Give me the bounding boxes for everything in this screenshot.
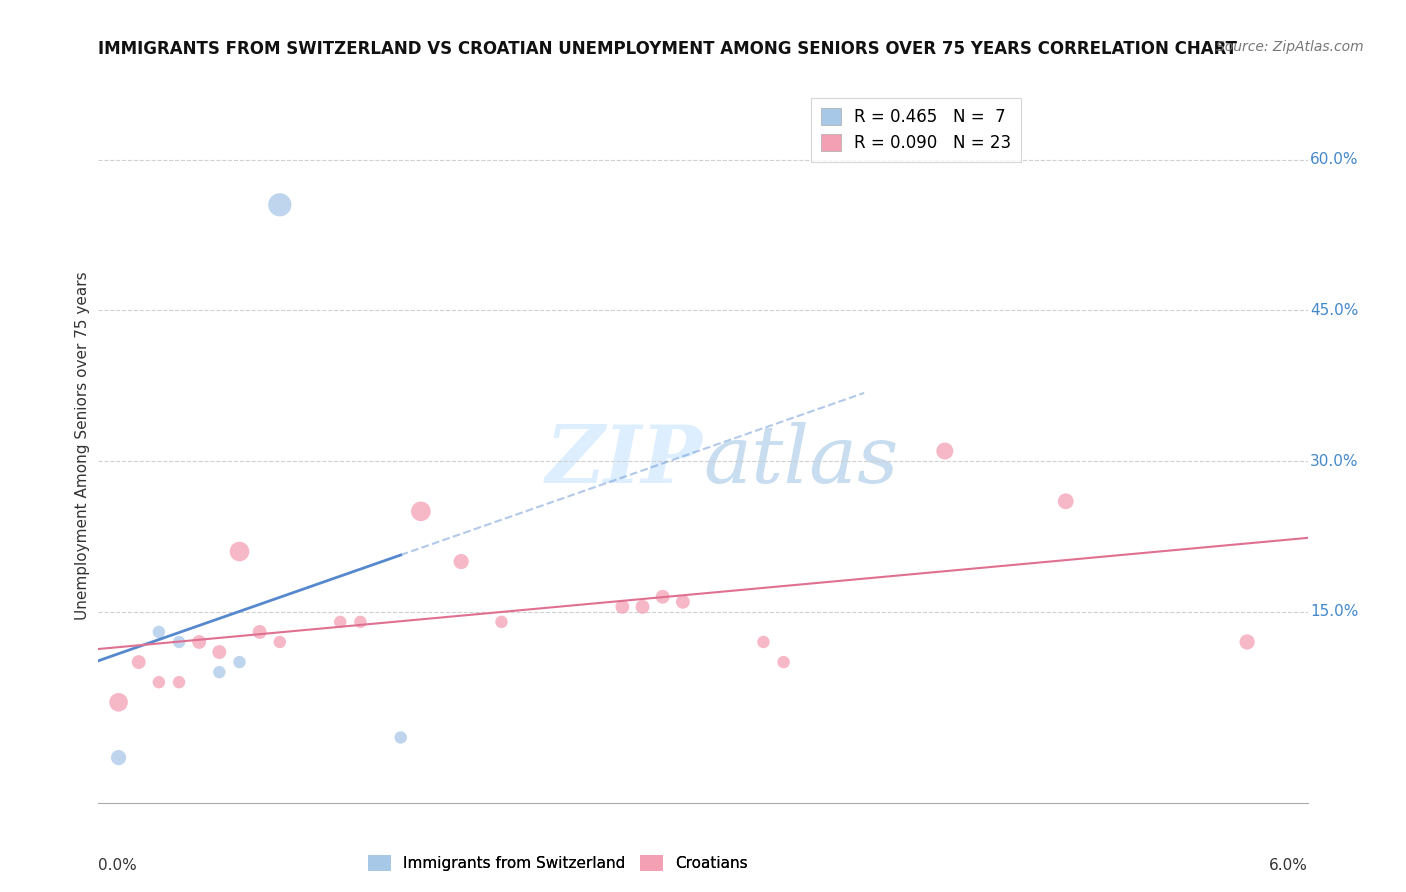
Text: ZIP: ZIP: [546, 422, 703, 499]
Text: 15.0%: 15.0%: [1310, 605, 1358, 619]
Point: [329, 615, 352, 629]
Point: [1054, 494, 1077, 508]
Text: 60.0%: 60.0%: [1310, 152, 1358, 167]
Point: [409, 504, 432, 518]
Point: [107, 695, 129, 709]
Point: [389, 731, 412, 745]
Point: [148, 675, 170, 690]
Point: [752, 635, 775, 649]
Point: [349, 615, 371, 629]
Text: 30.0%: 30.0%: [1310, 453, 1358, 468]
Point: [188, 635, 211, 649]
Point: [772, 655, 794, 669]
Legend: Immigrants from Switzerland, Croatians: Immigrants from Switzerland, Croatians: [361, 849, 754, 877]
Point: [491, 615, 513, 629]
Y-axis label: Unemployment Among Seniors over 75 years: Unemployment Among Seniors over 75 years: [75, 272, 90, 620]
Point: [631, 599, 654, 614]
Point: [167, 635, 190, 649]
Point: [128, 655, 150, 669]
Point: [1236, 635, 1258, 649]
Point: [672, 595, 695, 609]
Point: [249, 624, 271, 639]
Point: [651, 590, 673, 604]
Point: [269, 198, 291, 212]
Text: atlas: atlas: [703, 422, 898, 499]
Point: [934, 444, 956, 458]
Point: [612, 599, 634, 614]
Text: 45.0%: 45.0%: [1310, 302, 1358, 318]
Point: [148, 624, 170, 639]
Point: [228, 655, 250, 669]
Point: [208, 645, 231, 659]
Point: [269, 635, 291, 649]
Point: [228, 544, 250, 558]
Point: [167, 675, 190, 690]
Text: 0.0%: 0.0%: [98, 858, 138, 873]
Point: [208, 665, 231, 680]
Text: IMMIGRANTS FROM SWITZERLAND VS CROATIAN UNEMPLOYMENT AMONG SENIORS OVER 75 YEARS: IMMIGRANTS FROM SWITZERLAND VS CROATIAN …: [98, 40, 1237, 58]
Text: Source: ZipAtlas.com: Source: ZipAtlas.com: [1216, 40, 1364, 54]
Point: [107, 750, 129, 764]
Point: [450, 555, 472, 569]
Text: 6.0%: 6.0%: [1268, 858, 1308, 873]
